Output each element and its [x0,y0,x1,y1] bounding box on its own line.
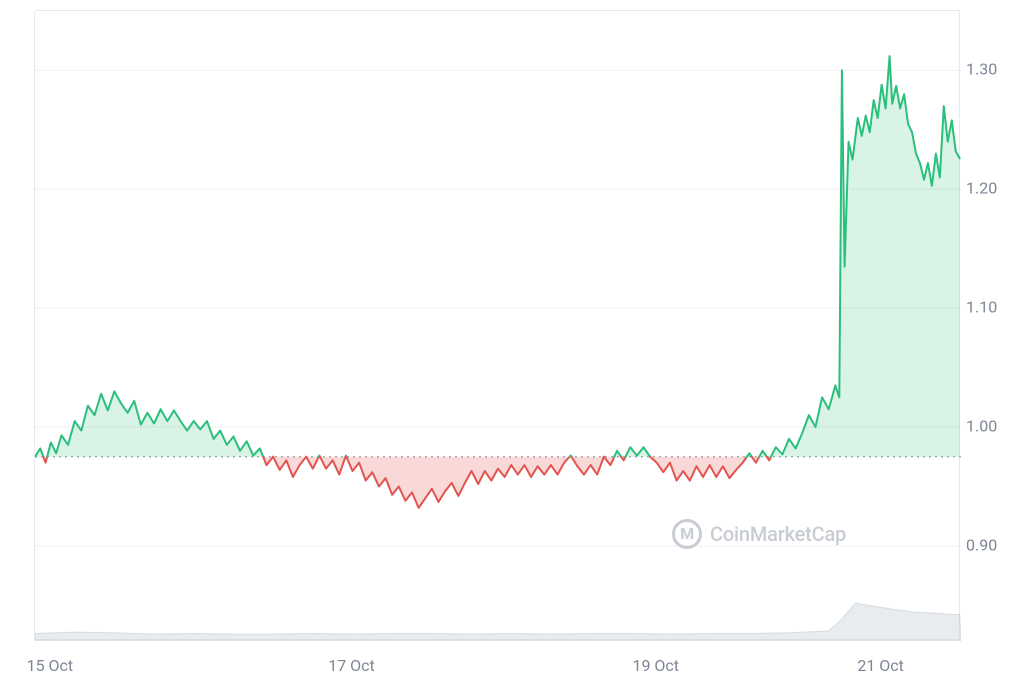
y-tick-label: 1.20 [966,179,997,198]
x-axis: 15 Oct17 Oct19 Oct21 Oct [34,650,960,678]
coinmarketcap-watermark: M CoinMarketCap [672,519,846,549]
x-tick-label: 21 Oct [857,656,904,675]
y-axis: 0.90 1.00 1.10 1.20 1.30 [966,10,1016,640]
y-tick-label: 0.90 [966,535,997,554]
price-chart[interactable]: M CoinMarketCap [34,10,960,640]
x-tick-label: 19 Oct [632,656,679,675]
x-tick-label: 17 Oct [328,656,375,675]
y-tick-label: 1.10 [966,298,997,317]
watermark-text: CoinMarketCap [710,522,846,546]
x-tick-label: 15 Oct [27,656,74,675]
coinmarketcap-logo-icon: M [672,519,702,549]
y-tick-label: 1.00 [966,417,997,436]
y-tick-label: 1.30 [966,60,997,79]
